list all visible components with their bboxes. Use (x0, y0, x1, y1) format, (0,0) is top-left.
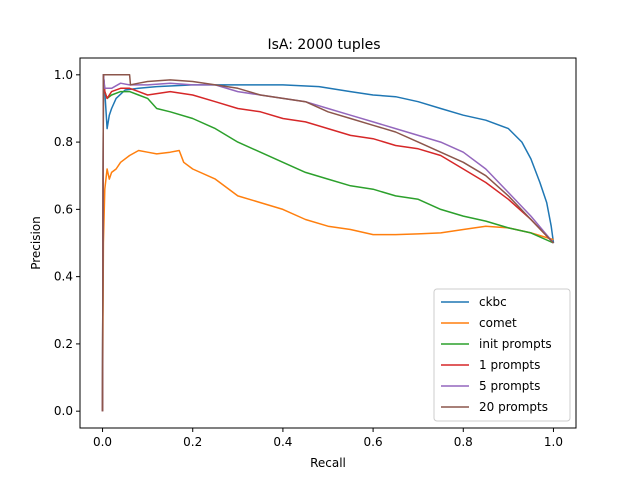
y-tick-label: 1.0 (54, 68, 73, 82)
series-layer (101, 74, 555, 412)
y-tick-label: 0.0 (54, 404, 73, 418)
legend-label: comet (479, 316, 517, 330)
legend-label: ckbc (479, 295, 507, 309)
plot-frame (79, 57, 577, 429)
series-line-ckbc (101, 74, 555, 412)
y-tick-label: 0.2 (54, 337, 73, 351)
x-tick-label: 0.4 (273, 435, 292, 449)
legend-label: 5 prompts (479, 379, 540, 393)
x-tick-label: 0.8 (454, 435, 473, 449)
x-tick-label: 0.2 (183, 435, 202, 449)
legend-items: ckbc comet init prompts 1 prompts 5 prompts 2… (441, 295, 552, 414)
legend-label: init prompts (479, 337, 552, 351)
series-line-comet (101, 149, 554, 412)
x-tick-label: 0.0 (93, 435, 112, 449)
legend-label: 20 prompts (479, 400, 548, 414)
series-line-20-prompts (101, 74, 555, 412)
legend-label: 1 prompts (479, 358, 540, 372)
x-axis-title: Recall (310, 456, 346, 470)
y-axis-ticks: 0.0 0.2 0.4 0.6 0.8 1.0 (54, 68, 80, 418)
x-tick-label: 0.6 (364, 435, 383, 449)
y-tick-label: 0.6 (54, 202, 73, 216)
y-axis-title: Precision (29, 216, 43, 270)
x-axis-ticks: 0.0 0.2 0.4 0.6 0.8 1.0 (93, 428, 563, 449)
legend-box (433, 288, 571, 422)
legend: ckbc comet init prompts 1 prompts 5 prompts 2… (433, 288, 571, 422)
series-line-1-prompts (101, 74, 555, 412)
x-tick-label: 1.0 (544, 435, 563, 449)
series-line-init-prompts (101, 74, 554, 412)
chart-title: IsA: 2000 tuples (267, 37, 380, 53)
y-tick-label: 0.4 (54, 270, 73, 284)
y-tick-label: 0.8 (54, 135, 73, 149)
